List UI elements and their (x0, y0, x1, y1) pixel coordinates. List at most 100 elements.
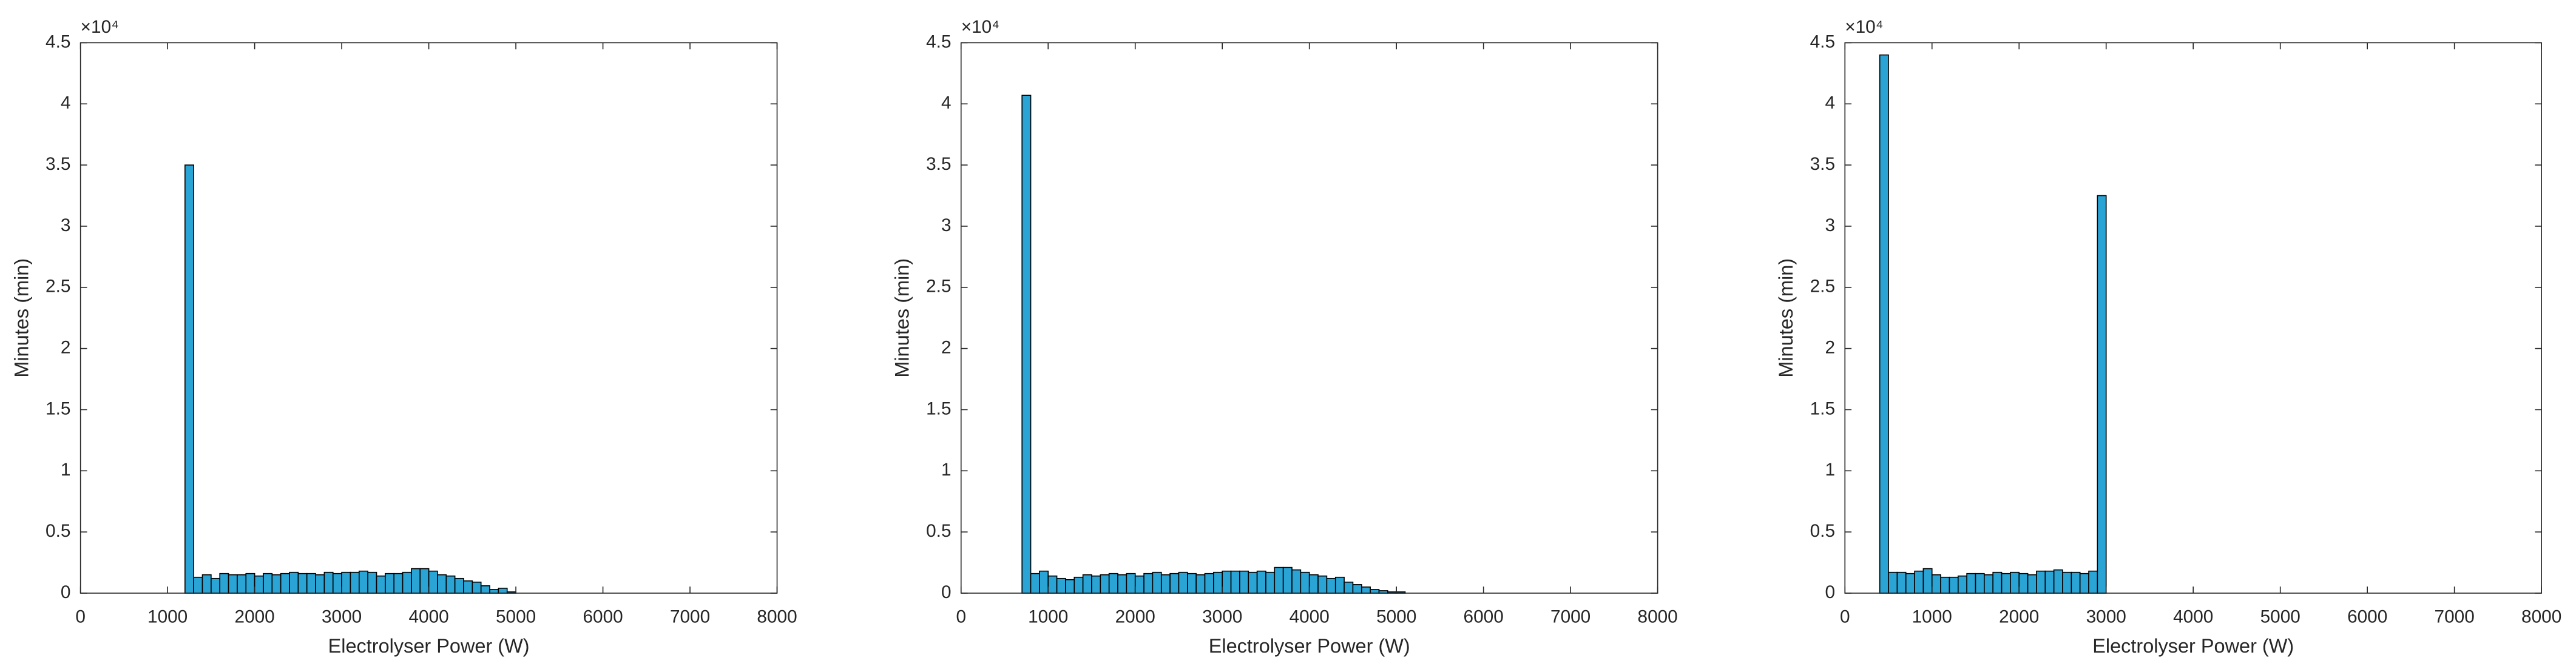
bar (480, 585, 490, 594)
bar (1922, 568, 1933, 594)
bar (2071, 571, 2081, 594)
bar (1160, 574, 1171, 594)
bar (2010, 571, 2020, 594)
y-tick-label: 0 (1825, 582, 1835, 602)
y-tick-label: 2.5 (1810, 277, 1835, 297)
x-tick-label: 1000 (1028, 606, 1068, 627)
bar (1126, 573, 1136, 594)
bar (1169, 573, 1180, 594)
bar (271, 574, 282, 594)
y-tick-label: 3.5 (1810, 154, 1835, 174)
bar (1966, 573, 1976, 594)
y-tick-label: 2 (61, 337, 71, 357)
bar (1352, 584, 1362, 594)
x-tick-label: 0 (75, 606, 86, 627)
y-axis-label: Minutes (min) (10, 258, 32, 378)
bar (1082, 574, 1092, 594)
bar (2062, 571, 2072, 594)
bar (437, 574, 447, 594)
y-tick-label: 3 (1825, 215, 1835, 235)
bar (350, 571, 360, 594)
bar (1108, 573, 1118, 594)
bar (1187, 573, 1197, 594)
bar (1195, 574, 1206, 594)
bar (489, 589, 499, 594)
y-tick-label: 4.5 (926, 32, 951, 52)
bar (1361, 586, 1371, 594)
bar (211, 577, 221, 594)
bar (1905, 573, 1915, 594)
bar (2088, 570, 2098, 594)
bar (1975, 573, 1985, 594)
bar (1879, 54, 1889, 594)
bar (376, 575, 386, 594)
bar (1326, 577, 1336, 594)
x-tick-label: 3000 (322, 606, 362, 627)
y-axis-label: Minutes (min) (891, 258, 913, 378)
bar (1344, 582, 1354, 594)
bar (1888, 571, 1898, 594)
x-tick-label: 7000 (1550, 606, 1591, 627)
x-tick-label: 6000 (1464, 606, 1504, 627)
x-tick-label: 6000 (2347, 606, 2387, 627)
y-tick-label: 3 (941, 215, 952, 235)
bar (2053, 569, 2063, 594)
x-tick-label: 8000 (1638, 606, 1678, 627)
bar (245, 573, 255, 594)
bar (237, 574, 247, 594)
bar (454, 577, 464, 594)
y-tick-label: 4 (1825, 93, 1835, 113)
bar (1282, 566, 1293, 594)
x-tick-label: 8000 (757, 606, 797, 627)
bar (472, 582, 482, 594)
bar (1073, 576, 1084, 594)
bar (219, 573, 229, 594)
bar (201, 574, 212, 594)
bar (1256, 570, 1266, 594)
x-tick-label: 2000 (1115, 606, 1155, 627)
bar (1091, 575, 1101, 594)
bar (184, 164, 194, 594)
bar (1134, 575, 1144, 594)
x-tick-label: 1000 (1912, 606, 1952, 627)
y-tick-label: 1.5 (1810, 398, 1835, 418)
bar (341, 571, 351, 594)
bar (1178, 571, 1188, 594)
x-axis-label: Electrolyser Power (W) (2092, 635, 2294, 657)
bar (1940, 576, 1950, 594)
y-tick-label: 1 (941, 460, 952, 480)
x-tick-label: 3000 (2086, 606, 2126, 627)
bar (1047, 575, 1058, 594)
bar (1274, 566, 1284, 594)
x-tick-label: 4000 (408, 606, 448, 627)
bar (1291, 569, 1302, 594)
y-tick-label: 4.5 (1810, 32, 1835, 52)
bar (254, 575, 264, 594)
y-multiplier: ×10⁴ (1845, 17, 1883, 37)
bar (1152, 571, 1162, 594)
bar (1065, 579, 1075, 594)
bar (1056, 577, 1066, 594)
y-tick-label: 1 (1825, 460, 1835, 480)
x-tick-label: 5000 (1376, 606, 1416, 627)
y-tick-label: 0.5 (46, 521, 70, 541)
bar (1204, 573, 1214, 594)
bar (2097, 195, 2107, 594)
bar (280, 573, 290, 594)
x-tick-label: 5000 (2260, 606, 2300, 627)
bar (1100, 574, 1110, 594)
x-tick-label: 4000 (2173, 606, 2213, 627)
bar (1308, 574, 1319, 594)
bar (358, 570, 368, 594)
bar (2036, 570, 2046, 594)
bar (332, 573, 342, 594)
x-tick-label: 4000 (1290, 606, 1330, 627)
bar (1992, 571, 2003, 594)
bar (1957, 575, 1967, 594)
y-tick-label: 2 (941, 337, 952, 357)
y-tick-label: 1.5 (46, 398, 70, 418)
bar (1213, 571, 1223, 594)
bar (1030, 573, 1040, 594)
y-axis-label: Minutes (min) (1775, 258, 1797, 378)
